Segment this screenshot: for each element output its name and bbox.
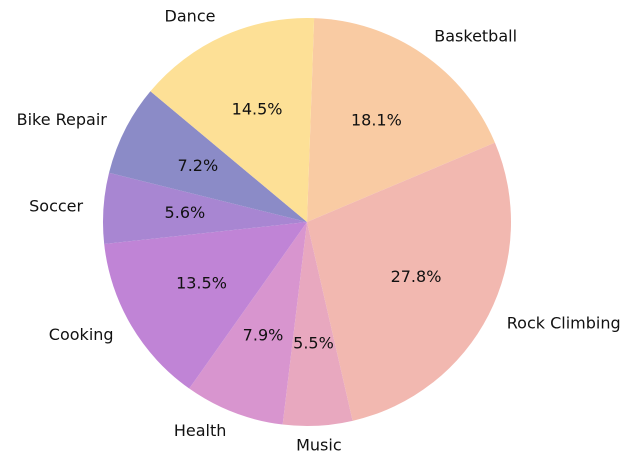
slice-label: Dance xyxy=(165,7,216,26)
pie-slice xyxy=(109,91,307,222)
pie-slice xyxy=(307,18,495,223)
value-label: 18.1% xyxy=(351,111,402,130)
pie-slice xyxy=(189,222,307,425)
slice-label: Bike Repair xyxy=(17,110,108,129)
value-label: 13.5% xyxy=(176,274,227,293)
value-label: 7.9% xyxy=(243,326,284,345)
value-label: 5.6% xyxy=(165,203,206,222)
slice-label: Rock Climbing xyxy=(507,314,621,333)
pie-slice xyxy=(307,142,511,421)
slice-label: Soccer xyxy=(29,196,83,215)
value-label: 5.5% xyxy=(293,334,334,353)
slice-label: Music xyxy=(296,436,342,455)
pie-slice xyxy=(282,222,353,426)
value-label: 27.8% xyxy=(391,267,442,286)
value-label: 14.5% xyxy=(232,100,283,119)
pie-slice xyxy=(104,222,308,389)
slice-label: Cooking xyxy=(49,325,114,344)
pie-slice xyxy=(103,172,307,244)
pie-slice xyxy=(150,18,315,223)
slice-label: Health xyxy=(174,421,227,440)
slice-label: Basketball xyxy=(434,27,517,46)
value-label: 7.2% xyxy=(178,156,219,175)
